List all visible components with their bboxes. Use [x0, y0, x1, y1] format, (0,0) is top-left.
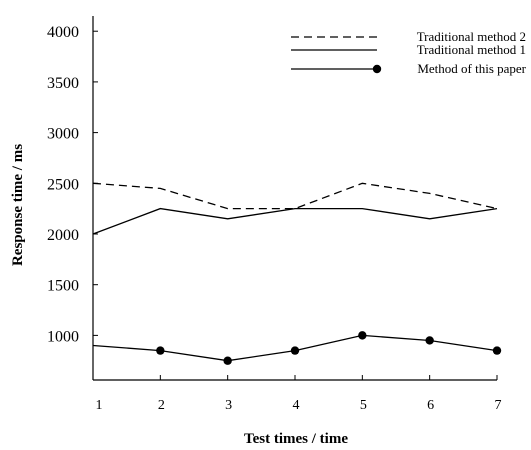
y-tick-label: 4000: [47, 24, 79, 41]
data-point-marker: [425, 336, 434, 345]
y-tick-label: 2500: [47, 176, 79, 193]
data-point-marker: [290, 346, 300, 355]
series-lines: [92, 182, 502, 365]
x-axis-title: Test times / time: [244, 431, 348, 447]
x-axis-ticks: 1 2 3 4 5 6 7: [92, 375, 502, 413]
y-axis-title: Response time / ms: [10, 144, 26, 266]
x-tick-label: 6: [427, 398, 434, 413]
legend-label: Traditional method 1: [417, 42, 526, 57]
x-tick-label: 5: [360, 398, 367, 413]
data-point-marker: [358, 331, 367, 340]
y-tick-label: 3000: [47, 126, 79, 143]
x-tick-label: 1: [96, 398, 103, 413]
legend-label: Method of this paper: [417, 61, 526, 76]
y-tick-label: 1000: [47, 328, 79, 345]
series-line-1: [92, 182, 498, 210]
x-tick-label: 4: [293, 398, 300, 413]
y-tick-label: 1500: [47, 278, 79, 295]
y-tick-label: 3500: [47, 75, 79, 92]
data-point-marker: [156, 346, 165, 355]
x-tick-label: 2: [158, 398, 165, 413]
legend-marker: [372, 64, 382, 74]
y-tick-label: 2000: [47, 227, 79, 244]
legend-label: Traditional method 2: [417, 29, 526, 44]
data-point-marker: [223, 356, 232, 365]
data-point-marker: [492, 346, 502, 355]
x-tick-label: 3: [225, 398, 232, 413]
x-tick-label: 7: [495, 398, 502, 413]
series-line-2: [92, 207, 498, 235]
y-axis-ticks: 1000 1500 2000 2500 3000 3500 4000: [47, 24, 98, 345]
